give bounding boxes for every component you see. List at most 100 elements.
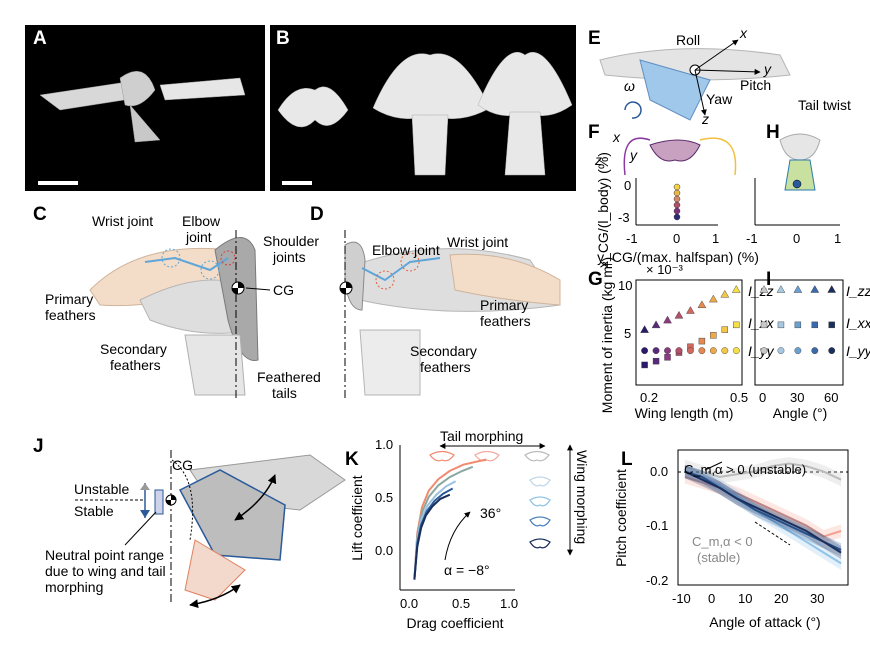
panel-f-plot: F x z y 0 -3 -1 0 1 x_CG/(l_body) (%) y_… (588, 122, 759, 268)
panel-b-photo: B (270, 25, 576, 191)
label-secondary-d-2: feathers (420, 359, 471, 375)
g-point-2-2 (664, 347, 671, 355)
tail-c (184, 334, 246, 396)
g-multiplier: × 10⁻³ (646, 262, 684, 277)
l-series-line-2 (684, 470, 842, 565)
g-point-1-0 (641, 361, 648, 369)
k-ytick-1: 0.5 (375, 490, 393, 505)
robot-bird-top-views (277, 51, 573, 176)
k-ytick-2: 0.0 (375, 543, 393, 558)
panel-h-plot: H Tail twist -1 0 1 (746, 97, 851, 246)
label-omega: ω (624, 78, 635, 94)
label-primary-d-2: feathers (480, 313, 531, 329)
l-ytick-0: 0.0 (650, 464, 668, 479)
label-wrist-joint-c: Wrist joint (92, 213, 153, 229)
panel-a-photo: A (25, 25, 265, 191)
label-cg-c: CG (273, 282, 294, 298)
panel-letter-a: A (33, 28, 47, 49)
label-roll: Roll (676, 32, 700, 48)
i-plot-frame (754, 279, 844, 386)
panel-l-chart: L C_m,α > 0 (unstable) C_m,α < 0 (stable… (613, 449, 849, 630)
l-series-line-0 (684, 462, 842, 481)
g-point-1-5 (698, 337, 706, 345)
i-point-0-0 (759, 285, 769, 293)
h-xtick-2: 1 (834, 231, 841, 246)
l-series-band-0 (684, 457, 842, 487)
rotated-wing (639, 59, 711, 121)
i-point-1-4 (828, 321, 835, 329)
cg-points-f (673, 183, 681, 221)
l-stable-note: C_m,α < 0 (692, 534, 753, 549)
g-point-0-4 (686, 306, 695, 314)
label-secondary-c-2: feathers (110, 357, 161, 373)
panel-letter-b: B (276, 28, 290, 49)
g-xtick-3: 0.5 (730, 390, 748, 405)
f-xtick-0: -1 (626, 231, 638, 246)
label-elbow-joint-c-1: Elbow (182, 213, 221, 229)
panel-d-diagram: D Elbow joint Wrist joint Primary feathe… (310, 204, 561, 400)
g-point-2-8 (732, 347, 740, 355)
panel-letter-l: L (621, 449, 633, 470)
g-point-0-1 (651, 320, 661, 329)
label-shoulder-c-2: joints (272, 249, 306, 265)
g-point-0-7 (720, 289, 730, 298)
i-xlabel: Angle (°) (773, 405, 828, 421)
i-xtick-1: 30 (790, 390, 804, 405)
g-point-2-1 (652, 347, 660, 355)
g-point-2-3 (675, 347, 683, 355)
i-point-1-2 (794, 321, 802, 329)
panel-letter-f: F (588, 122, 600, 143)
i-point-2-1 (777, 347, 785, 355)
j-neutral-3: morphing (45, 579, 103, 595)
l-xlabel: Angle of attack (°) (709, 614, 820, 630)
i-series-ixx: I_xx (846, 315, 870, 331)
g-xtick-0: 0.2 (640, 390, 658, 405)
k-morph-icons (429, 450, 551, 549)
panel-letter-e: E (588, 28, 601, 49)
g-point-0-5 (697, 300, 707, 309)
i-series-izz: I_zz (846, 283, 870, 299)
robot-bird-photo (39, 71, 246, 143)
panel-k-chart: K Tail morphing Wing morphing 1.0 0.5 0.… (345, 428, 590, 631)
f-ylabel: x_CG/(l_body) (%) (595, 152, 611, 268)
j-neutral-1: Neutral point range (45, 547, 164, 563)
j-neutral-2: due to wing and tail (45, 563, 166, 579)
k-ytick-0: 1.0 (375, 437, 393, 452)
i-point-0-1 (776, 285, 786, 293)
l-ytick-1: -0.1 (646, 518, 668, 533)
k-ylabel: Lift coefficient (349, 475, 365, 560)
g-point-2-0 (641, 347, 648, 355)
k-wing-morphing: Wing morphing (574, 450, 590, 544)
label-elbow-joint-d: Elbow joint (372, 242, 440, 258)
label-axis-z-e: z (701, 111, 709, 127)
panel-i-chart: I 0 30 60 I_zz I_xx I_yy Angle (°) (754, 269, 870, 421)
f-xtick-1: 0 (673, 231, 680, 246)
l-plot-frame (677, 449, 849, 586)
g-point-1-7 (721, 326, 729, 333)
wing-d-primary (449, 253, 561, 306)
label-feathered-tails-1: Feathered (257, 369, 321, 385)
f-ytick-0: 0 (624, 178, 631, 193)
k-lines (413, 458, 487, 580)
panel-letter-g: G (588, 269, 603, 290)
label-axes-z-f: z (594, 152, 602, 168)
panel-e-diagram: E Roll x y Pitch Yaw z ω (588, 25, 791, 127)
g-point-2-7 (721, 347, 729, 355)
label-shoulder-c-1: Shoulder (263, 233, 319, 249)
l-unstable-note: C_m,α > 0 (unstable) (684, 462, 806, 477)
h-xtick-0: -1 (746, 231, 758, 246)
label-elbow-joint-c-2: joint (185, 229, 212, 245)
g-ytick-1: 5 (624, 326, 631, 341)
g-point-1-2 (664, 354, 671, 361)
label-secondary-c-1: Secondary (100, 341, 167, 357)
label-axes-x-f: x (612, 129, 621, 145)
f-ytick-1: -3 (618, 210, 630, 225)
label-axis-y-e: y (763, 61, 772, 77)
tail-d (359, 329, 421, 396)
l-xtick-2: 10 (738, 591, 752, 606)
f-xtick-2: 1 (712, 231, 719, 246)
l-ylabel: Pitch coefficient (613, 469, 629, 567)
label-wrist-joint-d: Wrist joint (447, 234, 508, 250)
j-cg: CG (172, 457, 193, 473)
